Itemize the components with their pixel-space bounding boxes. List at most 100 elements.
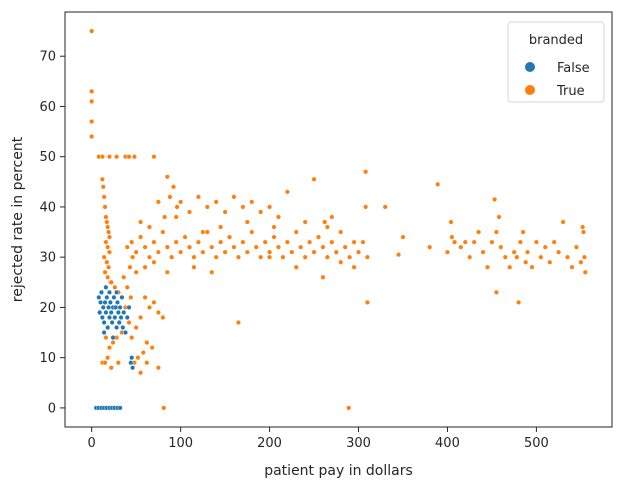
data-point-true-172 — [517, 239, 523, 245]
data-point-true-24 — [106, 249, 112, 255]
data-point-false-32 — [115, 309, 121, 315]
data-point-true-150 — [396, 252, 402, 258]
data-point-true-130 — [178, 199, 184, 205]
data-point-true-156 — [462, 239, 468, 245]
y-tick-label-3: 30 — [39, 251, 56, 266]
data-point-true-218 — [427, 244, 433, 250]
legend-box — [507, 21, 605, 103]
legend-label-true: True — [556, 84, 585, 99]
data-point-true-146 — [338, 229, 344, 235]
legend-label-false: False — [557, 61, 590, 76]
data-point-false-31 — [114, 299, 120, 305]
data-point-true-28 — [102, 269, 108, 275]
data-point-true-185 — [569, 264, 575, 270]
data-point-true-82 — [178, 249, 184, 255]
data-point-true-190 — [581, 254, 587, 260]
legend-marker-true — [525, 85, 535, 95]
data-point-true-78 — [160, 229, 166, 235]
data-point-true-176 — [529, 264, 535, 270]
data-point-false-28 — [112, 314, 118, 320]
data-point-true-206 — [138, 219, 144, 225]
data-point-false-17 — [102, 299, 108, 305]
data-point-true-213 — [271, 224, 277, 230]
data-point-true-139 — [258, 209, 264, 215]
data-point-false-12 — [98, 299, 104, 305]
data-point-false-38 — [122, 330, 128, 336]
data-point-false-42 — [129, 355, 135, 361]
x-tick-label-2: 200 — [257, 436, 282, 451]
data-point-true-19 — [105, 224, 111, 230]
data-point-true-49 — [138, 314, 144, 320]
data-point-true-13 — [99, 176, 105, 182]
data-point-false-15 — [100, 304, 106, 310]
data-point-true-200 — [164, 269, 170, 275]
data-point-true-189 — [581, 229, 587, 235]
data-point-false-40 — [126, 304, 132, 310]
data-point-true-204 — [130, 254, 136, 260]
data-point-true-86 — [195, 239, 201, 245]
data-point-true-63 — [126, 320, 132, 326]
data-point-false-22 — [106, 314, 112, 320]
data-point-true-209 — [173, 214, 179, 220]
data-point-true-193 — [364, 299, 370, 305]
data-point-true-183 — [560, 219, 566, 225]
data-point-true-43 — [346, 405, 352, 411]
data-point-true-22 — [103, 239, 109, 245]
data-point-false-19 — [104, 294, 110, 300]
data-point-true-71 — [129, 239, 135, 245]
data-point-true-127 — [167, 194, 173, 200]
data-point-true-175 — [525, 249, 531, 255]
data-point-true-152 — [448, 219, 454, 225]
data-point-true-192 — [493, 289, 499, 295]
legend: branded False True — [507, 21, 605, 103]
data-point-true-198 — [209, 269, 215, 275]
data-point-true-182 — [556, 249, 562, 255]
data-point-true-158 — [471, 239, 477, 245]
data-point-true-162 — [489, 239, 495, 245]
data-point-true-168 — [507, 264, 513, 270]
y-tick-label-7: 70 — [39, 50, 56, 65]
data-point-true-26 — [104, 259, 110, 265]
data-point-true-131 — [187, 209, 193, 215]
data-point-true-128 — [171, 184, 177, 190]
data-point-true-0 — [89, 28, 95, 34]
data-point-true-18 — [104, 219, 110, 225]
y-tick-label-0: 0 — [48, 401, 56, 416]
data-point-true-155 — [458, 244, 464, 250]
data-point-true-3 — [89, 119, 95, 125]
data-point-true-136 — [231, 194, 237, 200]
data-point-false-23 — [107, 299, 113, 305]
data-point-true-8 — [114, 154, 120, 160]
data-point-false-49 — [120, 325, 126, 331]
data-point-true-118 — [338, 259, 344, 265]
data-point-true-211 — [218, 224, 224, 230]
data-point-true-74 — [142, 244, 148, 250]
data-point-true-203 — [133, 269, 139, 275]
data-point-false-21 — [106, 304, 112, 310]
data-point-true-51 — [129, 335, 135, 341]
data-point-true-194 — [235, 320, 241, 326]
y-tick-label-2: 20 — [39, 301, 56, 316]
data-point-true-202 — [142, 264, 148, 270]
data-point-true-27 — [106, 264, 112, 270]
data-point-true-92 — [222, 249, 228, 255]
data-point-true-81 — [173, 239, 179, 245]
data-point-false-35 — [118, 314, 124, 320]
data-point-false-48 — [114, 289, 120, 295]
data-point-true-67 — [106, 345, 112, 351]
data-point-true-106 — [284, 239, 290, 245]
data-point-true-89 — [209, 244, 215, 250]
data-point-true-29 — [105, 274, 111, 280]
data-point-false-34 — [117, 304, 123, 310]
data-point-true-66 — [110, 340, 116, 346]
data-point-true-195 — [267, 254, 273, 260]
data-point-true-216 — [351, 239, 357, 245]
data-point-true-117 — [333, 249, 339, 255]
data-point-true-53 — [149, 345, 155, 351]
data-point-false-43 — [130, 365, 136, 371]
data-point-false-18 — [103, 309, 109, 315]
data-point-true-90 — [213, 254, 219, 260]
data-point-true-12 — [151, 154, 157, 160]
data-point-true-47 — [155, 309, 161, 315]
